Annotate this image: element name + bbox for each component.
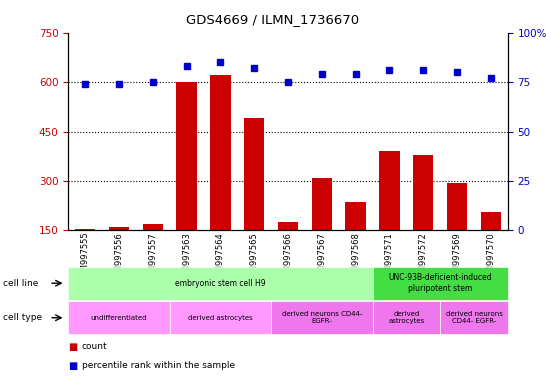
Bar bbox=[278, 222, 298, 280]
Text: cell line: cell line bbox=[3, 279, 38, 288]
Text: derived
astrocytes: derived astrocytes bbox=[388, 311, 424, 324]
Bar bbox=[143, 224, 163, 280]
Bar bbox=[346, 202, 366, 280]
Bar bbox=[447, 183, 467, 280]
Bar bbox=[75, 229, 96, 280]
Bar bbox=[413, 155, 434, 280]
Bar bbox=[210, 76, 230, 280]
Text: ■: ■ bbox=[68, 361, 78, 371]
Bar bbox=[480, 212, 501, 280]
Text: cell type: cell type bbox=[3, 313, 42, 322]
Bar bbox=[312, 178, 332, 280]
Text: percentile rank within the sample: percentile rank within the sample bbox=[82, 361, 235, 370]
Text: ■: ■ bbox=[68, 342, 78, 352]
Text: count: count bbox=[82, 342, 108, 351]
Text: derived neurons
CD44- EGFR-: derived neurons CD44- EGFR- bbox=[446, 311, 502, 324]
Text: GDS4669 / ILMN_1736670: GDS4669 / ILMN_1736670 bbox=[186, 13, 360, 26]
Bar bbox=[176, 82, 197, 280]
Bar bbox=[379, 151, 400, 280]
Text: embryonic stem cell H9: embryonic stem cell H9 bbox=[175, 279, 266, 288]
Text: undifferentiated: undifferentiated bbox=[91, 315, 147, 321]
Text: derived astrocytes: derived astrocytes bbox=[188, 315, 253, 321]
Bar bbox=[244, 118, 264, 280]
Text: UNC-93B-deficient-induced
pluripotent stem: UNC-93B-deficient-induced pluripotent st… bbox=[388, 273, 492, 293]
Text: derived neurons CD44-
EGFR-: derived neurons CD44- EGFR- bbox=[282, 311, 362, 324]
Bar bbox=[109, 227, 129, 280]
